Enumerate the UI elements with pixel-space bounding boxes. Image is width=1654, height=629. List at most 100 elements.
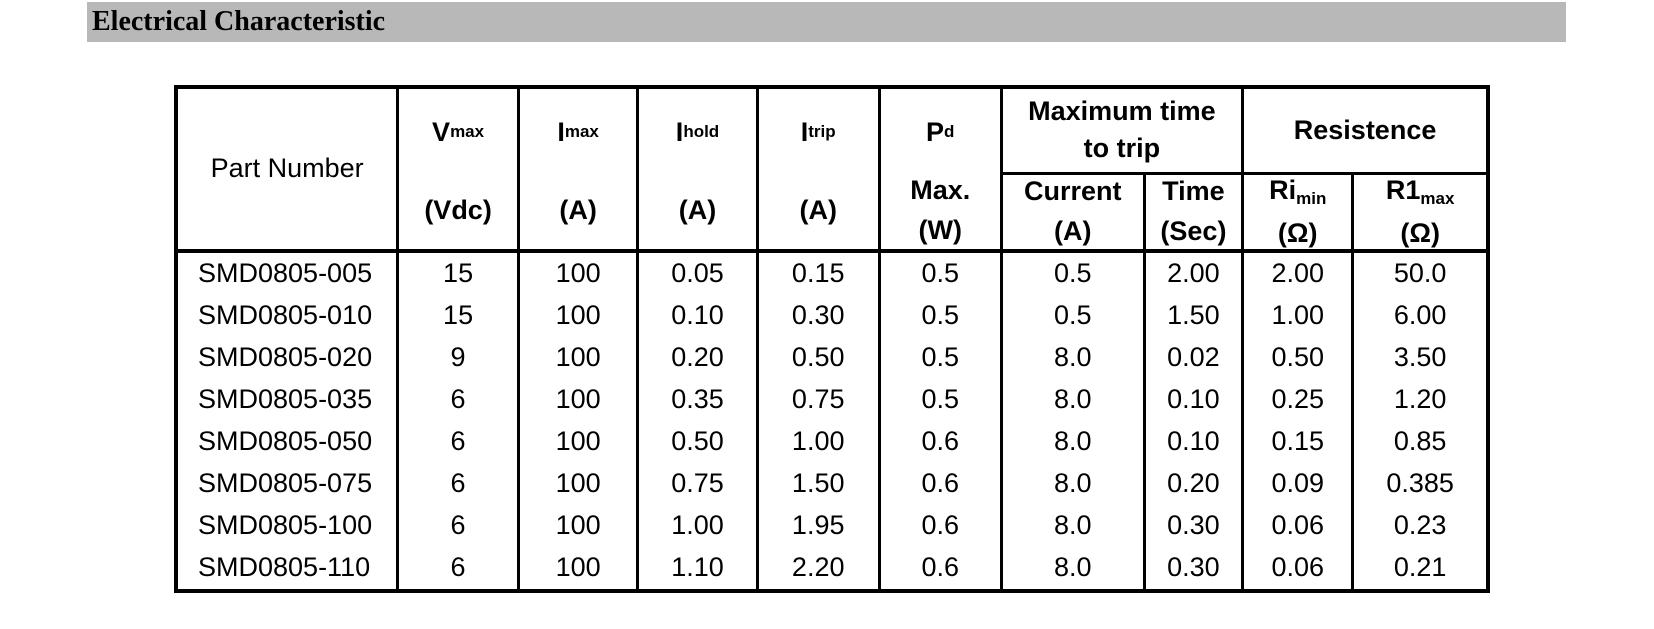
cell-itrip: 0.30 (755, 294, 881, 337)
header-unit-time: (Sec) (1160, 216, 1227, 246)
cell-rimin: 0.25 (1241, 378, 1355, 421)
cell-r1max: 0.23 (1351, 504, 1490, 547)
cell-pd: 0.6 (877, 420, 1003, 463)
section-title-bar: Electrical Characteristic (87, 2, 1566, 42)
cell-ihold: 0.75 (636, 462, 759, 505)
header-unit-itrip: (A) (799, 195, 837, 226)
cell-itrip: 0.15 (755, 250, 881, 295)
table-row: SMD0805-005 15 100 0.05 0.15 0.5 0.5 2.0… (174, 250, 1490, 295)
cell-imax: 100 (516, 294, 640, 337)
cell-trip-current: 0.5 (999, 250, 1146, 295)
cell-imax: 100 (516, 378, 640, 421)
cell-part-number: SMD0805-100 (174, 504, 400, 547)
header-group-max-time-to-trip: Maximum time to trip (999, 85, 1245, 175)
table-row: SMD0805-010 15 100 0.10 0.30 0.5 0.5 1.5… (174, 294, 1490, 337)
header-unit-ihold: (A) (678, 195, 717, 226)
cell-vmax: 6 (396, 378, 520, 421)
cell-rimin: 1.00 (1241, 294, 1355, 337)
cell-part-number: SMD0805-050 (174, 420, 400, 463)
cell-trip-current: 8.0 (999, 336, 1146, 379)
cell-imax: 100 (516, 336, 640, 379)
header-pd-max-label: Max. (910, 175, 971, 206)
cell-r1max: 3.50 (1351, 336, 1490, 379)
cell-itrip: 1.95 (755, 504, 881, 547)
cell-r1max: 0.85 (1351, 420, 1490, 463)
header-unit-current: (A) (1053, 216, 1092, 246)
header-unit-vmax: (Vdc) (424, 195, 492, 226)
cell-ihold: 0.35 (636, 378, 759, 421)
header-cell-current: Current (A) (999, 171, 1146, 253)
cell-trip-time: 0.02 (1142, 336, 1245, 379)
header-cell-r1max: R1max (Ω) (1351, 171, 1490, 253)
cell-pd: 0.6 (877, 546, 1003, 591)
cell-rimin: 0.09 (1241, 462, 1355, 505)
cell-trip-time: 0.30 (1142, 504, 1245, 547)
cell-ihold: 0.50 (636, 420, 759, 463)
header-cell-part-number: Part Number (174, 85, 400, 253)
cell-part-number: SMD0805-010 (174, 294, 400, 337)
table-row: SMD0805-075 6 100 0.75 1.50 0.6 8.0 0.20… (174, 462, 1490, 505)
table-row: SMD0805-035 6 100 0.35 0.75 0.5 8.0 0.10… (174, 378, 1490, 421)
cell-trip-current: 8.0 (999, 462, 1146, 505)
cell-pd: 0.5 (877, 336, 1003, 379)
cell-trip-current: 0.5 (999, 294, 1146, 337)
cell-pd: 0.6 (877, 462, 1003, 505)
cell-ihold: 1.10 (636, 546, 759, 591)
cell-vmax: 15 (396, 250, 520, 295)
cell-part-number: SMD0805-005 (174, 250, 400, 295)
cell-itrip: 1.50 (755, 462, 881, 505)
cell-part-number: SMD0805-035 (174, 378, 400, 421)
header-unit-imax: (A) (559, 195, 597, 226)
cell-r1max: 0.385 (1351, 462, 1490, 505)
table-row: SMD0805-020 9 100 0.20 0.50 0.5 8.0 0.02… (174, 336, 1490, 379)
cell-trip-time: 1.50 (1142, 294, 1245, 337)
cell-ihold: 0.05 (636, 250, 759, 295)
cell-r1max: 6.00 (1351, 294, 1490, 337)
cell-itrip: 0.50 (755, 336, 881, 379)
cell-part-number: SMD0805-075 (174, 462, 400, 505)
cell-vmax: 6 (396, 546, 520, 591)
cell-pd: 0.6 (877, 504, 1003, 547)
cell-itrip: 0.75 (755, 378, 881, 421)
cell-trip-time: 2.00 (1142, 250, 1245, 295)
cell-trip-current: 8.0 (999, 546, 1146, 591)
header-group-resistance: Resistence (1241, 85, 1490, 175)
cell-itrip: 1.00 (755, 420, 881, 463)
cell-vmax: 6 (396, 462, 520, 505)
cell-imax: 100 (516, 504, 640, 547)
table-row: SMD0805-110 6 100 1.10 2.20 0.6 8.0 0.30… (174, 546, 1490, 591)
cell-r1max: 50.0 (1351, 250, 1490, 295)
cell-trip-time: 0.10 (1142, 378, 1245, 421)
cell-trip-time: 0.20 (1142, 462, 1245, 505)
cell-pd: 0.5 (877, 294, 1003, 337)
cell-r1max: 0.21 (1351, 546, 1490, 591)
cell-part-number: SMD0805-020 (174, 336, 400, 379)
cell-pd: 0.5 (877, 378, 1003, 421)
cell-part-number: SMD0805-110 (174, 546, 400, 591)
header-cell-time: Time (Sec) (1142, 171, 1245, 253)
cell-r1max: 1.20 (1351, 378, 1490, 421)
cell-rimin: 0.06 (1241, 546, 1355, 591)
cell-pd: 0.5 (877, 250, 1003, 295)
cell-rimin: 0.50 (1241, 336, 1355, 379)
cell-vmax: 6 (396, 504, 520, 547)
cell-trip-current: 8.0 (999, 504, 1146, 547)
cell-rimin: 2.00 (1241, 250, 1355, 295)
cell-trip-time: 0.10 (1142, 420, 1245, 463)
cell-rimin: 0.06 (1241, 504, 1355, 547)
cell-imax: 100 (516, 546, 640, 591)
cell-vmax: 6 (396, 420, 520, 463)
cell-ihold: 1.00 (636, 504, 759, 547)
cell-vmax: 15 (396, 294, 520, 337)
cell-imax: 100 (516, 462, 640, 505)
table-row: SMD0805-050 6 100 0.50 1.00 0.6 8.0 0.10… (174, 420, 1490, 463)
header-cell-rimin: Rimin (Ω) (1241, 171, 1355, 253)
cell-imax: 100 (516, 250, 640, 295)
